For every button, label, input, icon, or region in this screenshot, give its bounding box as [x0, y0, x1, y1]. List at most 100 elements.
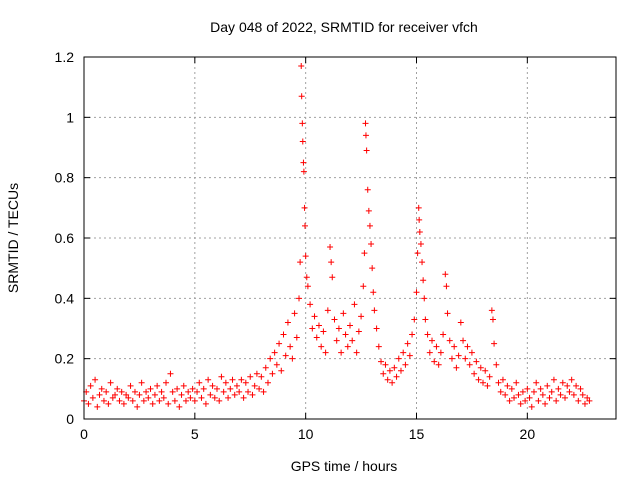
data-point	[103, 388, 110, 395]
data-point	[421, 295, 428, 302]
data-point	[211, 394, 218, 401]
data-point	[573, 382, 580, 389]
data-point	[568, 376, 575, 383]
data-point	[533, 379, 540, 386]
data-point	[284, 319, 291, 326]
data-point	[557, 391, 564, 398]
data-point	[375, 343, 382, 350]
data-point	[584, 394, 591, 401]
data-point	[493, 361, 500, 368]
data-point	[154, 382, 161, 389]
data-point	[570, 391, 577, 398]
data-point	[542, 400, 549, 407]
data-point	[539, 391, 546, 398]
data-point	[464, 343, 471, 350]
data-point	[455, 352, 462, 359]
data-point	[143, 388, 150, 395]
data-point	[559, 379, 566, 386]
data-point	[125, 394, 132, 401]
data-point	[530, 388, 537, 395]
data-point	[355, 328, 362, 335]
chart-title: Day 048 of 2022, SRMTID for receiver vfc…	[210, 19, 478, 35]
data-point	[276, 340, 283, 347]
data-point	[233, 382, 240, 389]
data-point	[537, 385, 544, 392]
data-point	[291, 310, 298, 317]
data-point	[236, 388, 243, 395]
data-point	[477, 364, 484, 371]
data-points-layer	[81, 63, 593, 410]
data-point	[349, 337, 356, 344]
data-point	[497, 388, 504, 395]
data-point	[499, 376, 506, 383]
data-point	[271, 349, 278, 356]
data-point	[165, 400, 172, 407]
data-point	[253, 370, 260, 377]
data-point	[207, 391, 214, 398]
data-point	[324, 307, 331, 314]
data-point	[322, 349, 329, 356]
data-point	[353, 349, 360, 356]
data-point	[298, 63, 305, 70]
data-point	[444, 310, 451, 317]
data-point	[242, 379, 249, 386]
data-point	[298, 93, 305, 100]
data-point	[437, 349, 444, 356]
data-point	[318, 343, 325, 350]
data-point	[202, 400, 209, 407]
data-point	[198, 394, 205, 401]
data-point	[370, 289, 377, 296]
data-point	[222, 379, 229, 386]
data-point	[440, 331, 447, 338]
data-point	[362, 120, 369, 127]
data-point	[302, 253, 309, 260]
data-point	[426, 349, 433, 356]
data-point	[127, 382, 134, 389]
data-point	[535, 397, 542, 404]
data-point	[264, 379, 271, 386]
data-point	[114, 385, 121, 392]
data-point	[145, 394, 152, 401]
data-point	[96, 391, 103, 398]
data-point	[473, 358, 480, 365]
data-point	[484, 382, 491, 389]
data-point	[508, 385, 515, 392]
data-point	[395, 355, 402, 362]
data-point	[504, 382, 511, 389]
data-point	[364, 186, 371, 193]
data-point	[94, 403, 101, 410]
data-point	[420, 277, 427, 284]
data-point	[138, 379, 145, 386]
data-point	[209, 382, 216, 389]
data-point	[429, 337, 436, 344]
data-point	[397, 367, 404, 374]
data-point	[482, 367, 489, 374]
data-point	[519, 388, 526, 395]
data-point	[273, 361, 280, 368]
data-point	[515, 391, 522, 398]
y-tick-label: 0.8	[55, 170, 75, 186]
data-point	[457, 319, 464, 326]
data-point	[89, 394, 96, 401]
data-point	[112, 391, 119, 398]
data-point	[382, 361, 389, 368]
data-point	[422, 316, 429, 323]
data-point	[300, 159, 307, 166]
data-point	[174, 385, 181, 392]
data-point	[189, 385, 196, 392]
data-point	[333, 337, 340, 344]
data-point	[167, 370, 174, 377]
data-point	[380, 370, 387, 377]
data-point	[400, 349, 407, 356]
data-point	[506, 397, 513, 404]
data-point	[301, 204, 308, 211]
data-point	[435, 361, 442, 368]
data-point	[562, 394, 569, 401]
data-point	[393, 373, 400, 380]
data-point	[342, 331, 349, 338]
data-point	[416, 228, 423, 235]
data-point	[156, 397, 163, 404]
y-tick-label: 0.4	[55, 290, 75, 306]
x-tick-label: 5	[191, 426, 199, 442]
data-point	[134, 403, 141, 410]
